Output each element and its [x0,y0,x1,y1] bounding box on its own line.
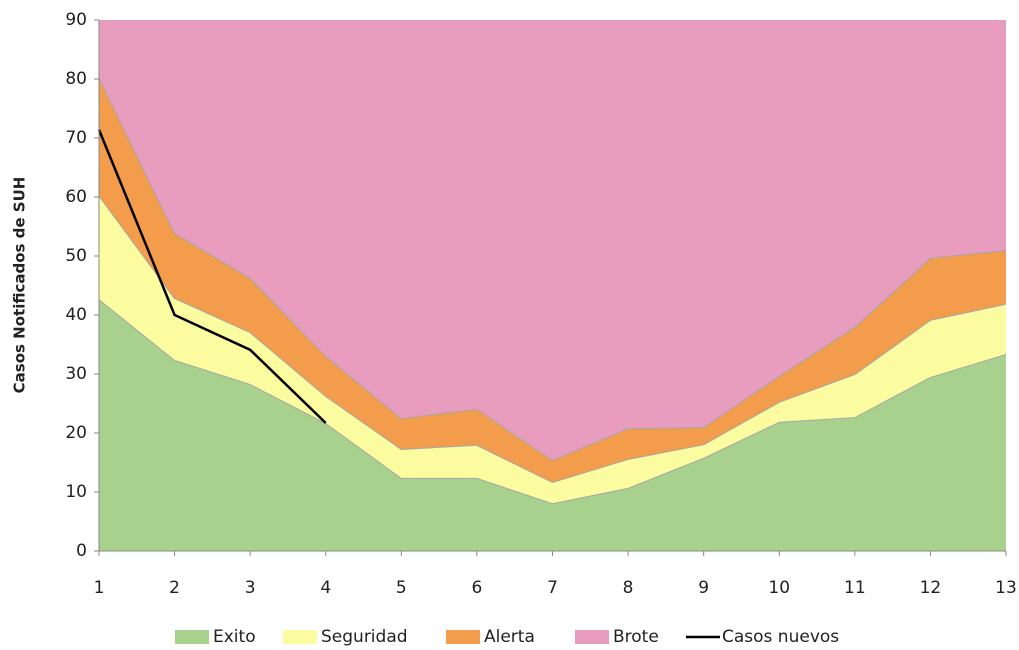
x-tick-label: 10 [768,578,790,598]
legend-swatch [575,630,609,644]
area-band [99,20,1006,461]
x-tick-label: 2 [169,578,180,598]
x-tick-label: 1 [94,578,105,598]
x-tick-label: 4 [320,578,331,598]
legend-label: Casos nuevos [722,627,839,647]
y-tick-label: 40 [65,305,87,325]
y-tick-label: 70 [65,128,87,148]
legend-swatch [446,630,480,644]
y-tick-label: 80 [65,69,87,89]
y-tick-label: 20 [65,423,87,443]
y-tick-label: 10 [65,482,87,502]
area-band [99,299,1006,551]
x-tick-label: 9 [698,578,709,598]
y-tick-label: 90 [65,10,87,30]
x-tick-label: 12 [920,578,942,598]
legend-swatch [175,630,209,644]
y-axis-label: Casos Notificados de SUH [11,177,29,394]
y-tick-label: 0 [76,541,87,561]
x-tick-label: 8 [623,578,634,598]
legend-swatch [283,630,317,644]
area-band [99,77,1006,482]
legend-label: Brote [613,627,659,647]
x-tick-label: 7 [547,578,558,598]
x-tick-label: 6 [472,578,483,598]
y-tick-label: 60 [65,187,87,207]
y-tick-label: 50 [65,246,87,266]
legend-label: Seguridad [321,627,408,647]
line [97,129,327,424]
x-tick-label: 13 [995,578,1017,598]
legend-label: Alerta [484,627,535,647]
x-tick-label: 5 [396,578,407,598]
legend-label: Exito [213,627,256,647]
y-tick-label: 30 [65,364,87,384]
x-tick-label: 11 [844,578,866,598]
x-tick-label: 3 [245,578,256,598]
